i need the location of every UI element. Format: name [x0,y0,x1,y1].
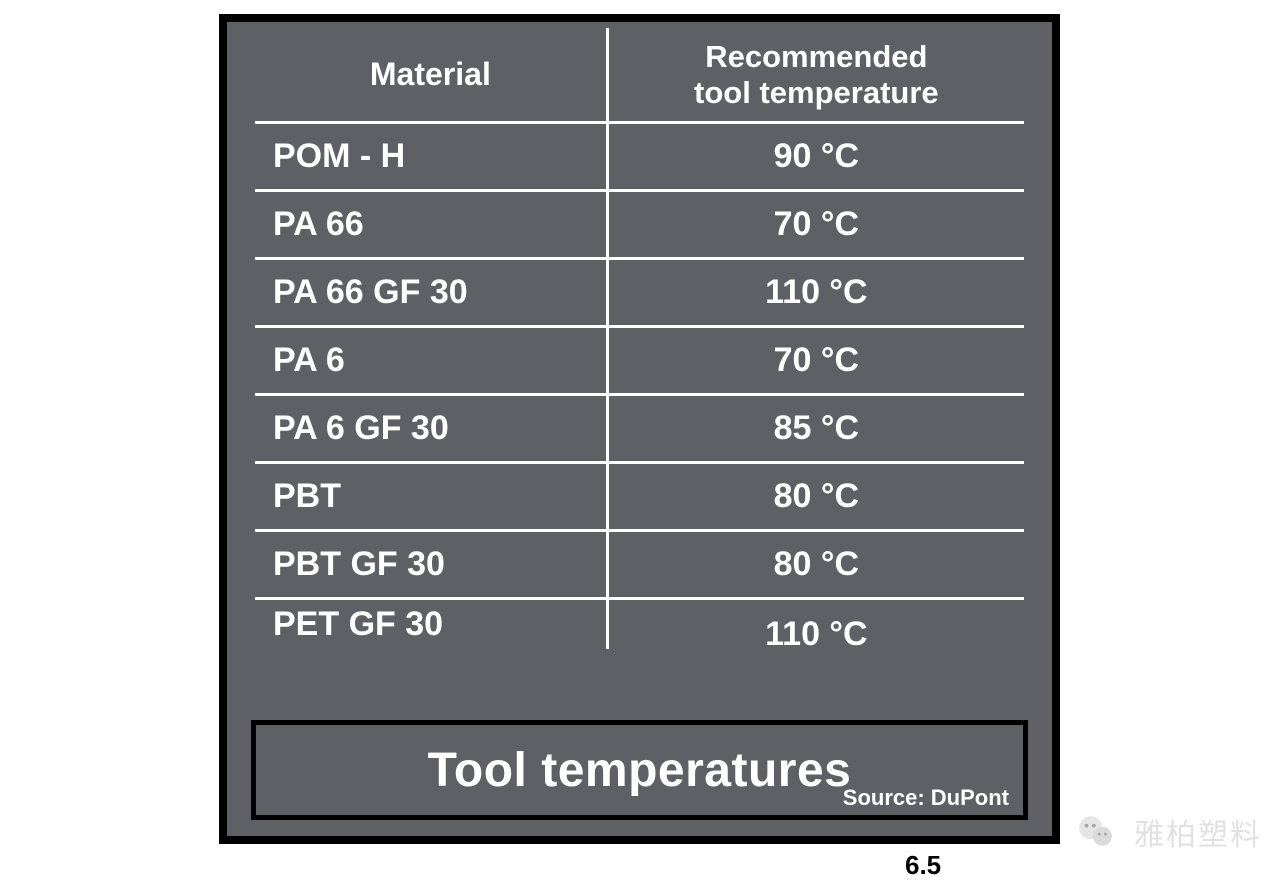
cell-material: PA 6 [255,328,609,393]
table-row: PA 66 GF 30 110 °C [255,260,1024,328]
table-row: PBT 80 °C [255,464,1024,532]
table-row: POM - H 90 °C [255,124,1024,192]
cell-temp: 90 °C [609,124,1024,189]
wechat-icon [1068,804,1124,860]
table-header-row: Material Recommended tool temperature [255,28,1024,124]
tool-temperature-panel: Material Recommended tool temperature PO… [219,14,1060,844]
header-temp-line1: Recommended [705,39,927,75]
table-row: PA 6 70 °C [255,328,1024,396]
cell-material: PA 66 GF 30 [255,260,609,325]
cell-temp: 85 °C [609,396,1024,461]
cell-temp: 80 °C [609,532,1024,597]
header-temperature: Recommended tool temperature [609,28,1024,121]
caption-box: Tool temperatures Source: DuPont [251,720,1028,820]
caption-title: Tool temperatures [428,743,852,798]
table-row: PA 66 70 °C [255,192,1024,260]
cell-temp: 110 °C [609,600,1024,668]
cell-temp: 110 °C [609,260,1024,325]
table-row: PET GF 30 110 °C [255,600,1024,668]
header-material-label: Material [370,56,491,93]
figure-number: 6.5 [905,850,941,881]
table-row: PBT GF 30 80 °C [255,532,1024,600]
table-row: PA 6 GF 30 85 °C [255,396,1024,464]
cell-material: PA 6 GF 30 [255,396,609,461]
watermark-text: 雅柏塑料 [1134,810,1262,854]
caption-source: Source: DuPont [843,785,1009,811]
cell-material: PBT [255,464,609,529]
cell-material: PET GF 30 [255,600,609,649]
watermark: 雅柏塑料 [1068,804,1262,860]
cell-temp: 80 °C [609,464,1024,529]
cell-material: PBT GF 30 [255,532,609,597]
cell-temp: 70 °C [609,192,1024,257]
header-temp-line2: tool temperature [694,75,939,111]
cell-material: PA 66 [255,192,609,257]
cell-temp: 70 °C [609,328,1024,393]
cell-material: POM - H [255,124,609,189]
header-material: Material [255,28,609,121]
temperature-table: Material Recommended tool temperature PO… [227,22,1052,668]
